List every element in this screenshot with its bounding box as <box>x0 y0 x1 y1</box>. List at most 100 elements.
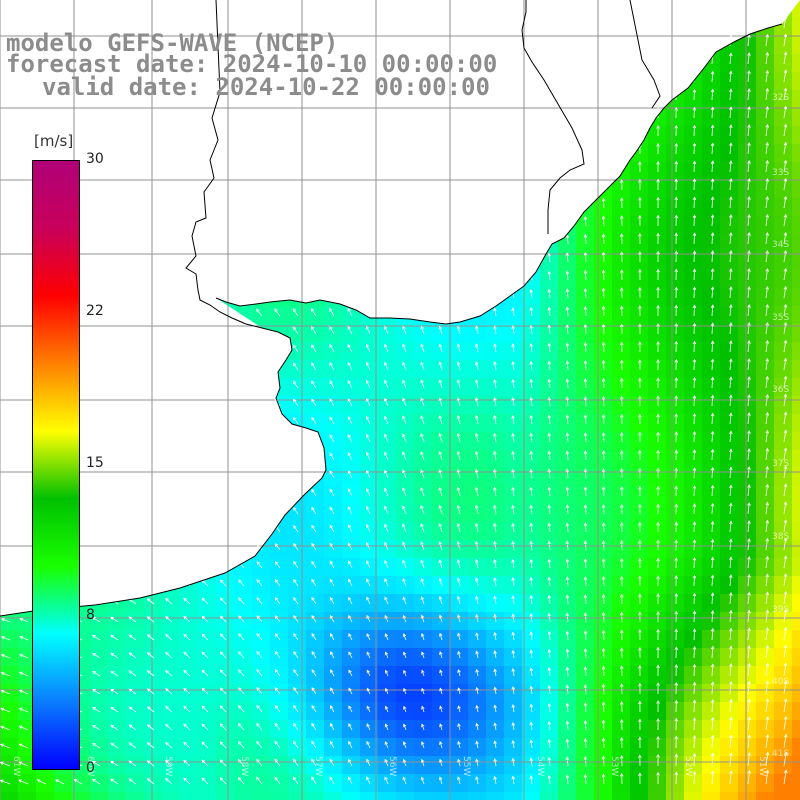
wind-cell <box>666 126 685 145</box>
wind-arrow <box>512 758 515 767</box>
wind-arrow-head <box>747 268 751 272</box>
wind-arrow <box>729 196 732 209</box>
wind-arrow-head <box>165 670 169 674</box>
wind-arrow-head <box>456 450 461 455</box>
wind-cell <box>774 558 793 577</box>
wind-arrow-head <box>384 379 388 384</box>
wind-arrow-head <box>365 542 370 546</box>
wind-arrow <box>439 759 443 767</box>
wind-arrow-head <box>656 735 660 740</box>
wind-cell <box>504 486 523 505</box>
wind-arrow-head <box>601 558 606 562</box>
wind-arrow <box>729 178 732 191</box>
wind-arrow-head <box>438 595 443 600</box>
wind-arrow <box>603 720 605 731</box>
wind-arrow <box>711 395 714 407</box>
wind-arrow-head <box>728 412 733 417</box>
wind-arrow-head <box>747 752 752 756</box>
wind-cell <box>666 414 685 433</box>
wind-arrow <box>385 633 389 641</box>
wind-arrow-head <box>765 591 770 596</box>
wind-arrow-head <box>674 286 679 291</box>
wind-arrow-head <box>183 579 187 584</box>
wind-cell <box>576 702 595 721</box>
wind-cell <box>684 774 703 793</box>
wind-arrow-head <box>366 741 370 745</box>
wind-arrow-head <box>237 740 242 745</box>
wind-arrow <box>439 541 443 551</box>
wind-arrow-head <box>729 88 733 93</box>
wind-arrow <box>183 634 191 641</box>
wind-cell <box>666 684 685 703</box>
wind-cell <box>702 576 721 595</box>
wind-arrow-head <box>638 521 642 526</box>
wind-cell <box>522 306 541 325</box>
wind-cell <box>612 666 631 685</box>
wind-arrow-head <box>402 541 406 546</box>
wind-arrow <box>475 433 479 443</box>
wind-arrow-head <box>420 361 424 366</box>
wind-cell <box>414 342 433 361</box>
wind-cell <box>702 792 721 800</box>
colorbar <box>32 160 80 770</box>
wind-arrow <box>421 706 425 713</box>
wind-arrow <box>420 469 425 479</box>
wind-arrow <box>711 268 714 281</box>
wind-arrow <box>147 706 155 713</box>
wind-arrow-head <box>456 397 461 401</box>
wind-arrow <box>693 377 695 389</box>
wind-arrow-head <box>565 360 570 365</box>
wind-cell <box>414 378 433 397</box>
wind-cell <box>666 324 685 343</box>
wind-cell <box>540 684 559 703</box>
wind-arrow-head <box>384 559 388 564</box>
wind-arrow <box>765 681 769 695</box>
wind-arrow <box>765 196 768 209</box>
wind-arrow-head <box>601 432 606 436</box>
wind-arrow <box>238 687 245 695</box>
wind-arrow-head <box>420 776 425 781</box>
wind-cell <box>630 612 649 631</box>
wind-cell <box>594 288 613 307</box>
wind-arrow <box>494 523 497 533</box>
wind-arrow-head <box>638 250 642 255</box>
wind-cell <box>648 756 667 775</box>
wind-arrow-head <box>619 305 624 310</box>
wind-cell <box>720 666 739 685</box>
wind-cell <box>738 504 757 523</box>
wind-arrow <box>603 666 605 677</box>
wind-arrow-head <box>529 667 534 672</box>
wind-arrow-head <box>638 232 642 237</box>
wind-arrow-head <box>348 705 352 710</box>
wind-arrow-head <box>365 361 370 366</box>
wind-arrow-head <box>402 505 406 510</box>
wind-arrow <box>693 161 695 173</box>
wind-arrow-head <box>692 322 697 327</box>
wind-arrow <box>402 434 407 443</box>
wind-arrow <box>693 735 696 749</box>
wind-arrow-head <box>438 450 442 455</box>
wind-arrow <box>18 779 29 785</box>
wind-arrow-head <box>438 776 443 781</box>
wind-arrow-head <box>366 705 370 710</box>
wind-arrow-head <box>547 504 552 509</box>
wind-cell <box>450 612 469 631</box>
wind-arrow <box>693 431 695 443</box>
wind-arrow <box>512 704 515 713</box>
wind-arrow <box>129 652 137 659</box>
wind-arrow-head <box>710 734 715 739</box>
wind-arrow <box>348 723 353 731</box>
wind-cell <box>666 144 685 163</box>
wind-arrow-head <box>384 651 389 656</box>
wind-arrow-head <box>656 322 660 327</box>
wind-arrow <box>765 663 769 677</box>
wind-arrow <box>747 232 750 245</box>
wind-arrow-head <box>747 609 751 614</box>
wind-cell <box>432 522 451 541</box>
wind-cell <box>666 666 685 685</box>
wind-arrow-head <box>583 414 588 418</box>
wind-arrow-head <box>92 743 96 747</box>
wind-arrow-head <box>0 725 5 730</box>
wind-arrow <box>747 304 750 317</box>
